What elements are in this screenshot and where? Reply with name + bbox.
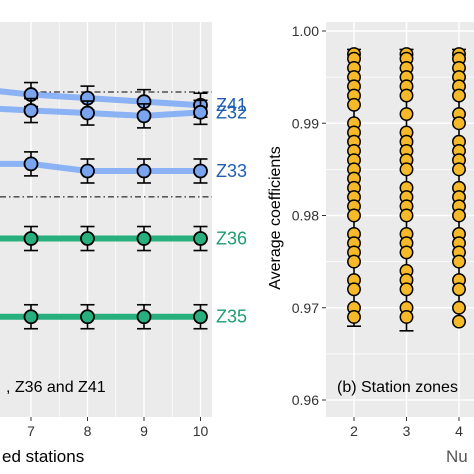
data-point	[399, 88, 414, 103]
x-tick-label: 8	[84, 423, 92, 439]
data-point	[80, 105, 95, 121]
series-z36	[0, 225, 208, 252]
data-point	[347, 282, 361, 297]
data-point	[399, 245, 414, 260]
data-point	[23, 309, 39, 325]
data-point	[452, 254, 466, 269]
right-y-ticks: 0.96 0.97 0.98 0.99 1.00	[292, 23, 326, 408]
data-point	[80, 163, 95, 179]
data-point	[452, 208, 466, 223]
left-x-axis-title: ed stations	[2, 447, 84, 466]
data-point	[399, 208, 414, 223]
data-point	[193, 104, 208, 120]
x-tick-label: 3	[403, 423, 411, 439]
series-z35	[0, 303, 208, 330]
right-plot-background	[326, 22, 474, 417]
left-plot-background	[0, 22, 212, 417]
x-tick-label: 7	[27, 423, 35, 439]
data-point	[399, 310, 414, 324]
series-label-z41: Z41	[216, 95, 247, 115]
data-point	[347, 97, 361, 112]
data-point	[452, 282, 466, 297]
data-point	[452, 88, 466, 103]
data-point	[347, 254, 361, 269]
right-y-axis-title: Average coefficients	[267, 146, 284, 290]
series-z33	[0, 151, 208, 184]
y-tick-label: 0.97	[292, 300, 319, 316]
data-point	[23, 156, 39, 172]
y-tick-label: 1.00	[292, 23, 319, 39]
data-point	[193, 163, 208, 179]
right-panel: 0.96 0.97 0.98 0.99 1.00 Average coefficient…	[267, 22, 474, 466]
data-point	[136, 163, 152, 179]
right-x-axis-title: Nu	[446, 447, 468, 466]
data-point	[136, 108, 152, 124]
left-reference-lines	[0, 91, 212, 198]
data-point	[347, 310, 361, 324]
data-point	[399, 282, 414, 297]
data-point	[399, 162, 414, 177]
data-point	[193, 309, 208, 325]
right-points	[347, 47, 466, 329]
series-label-z35: Z35	[216, 307, 247, 327]
data-point	[23, 231, 39, 246]
y-tick-label: 0.98	[292, 208, 319, 224]
x-tick-label: 10	[193, 423, 209, 439]
x-tick-label: 4	[455, 423, 463, 439]
data-point	[136, 231, 152, 246]
data-point	[399, 107, 414, 121]
data-point	[452, 314, 466, 329]
x-tick-label: 9	[140, 423, 148, 439]
data-point	[80, 309, 95, 325]
data-point	[23, 103, 39, 118]
series-label-z36: Z36	[216, 229, 247, 249]
right-panel-label: (b) Station zones	[337, 379, 458, 396]
y-tick-label: 0.96	[292, 392, 319, 408]
y-tick-label: 0.99	[292, 115, 319, 131]
left-panel-label: , Z36 and Z41	[6, 379, 106, 396]
data-point	[347, 208, 361, 223]
series-label-z32: Z32	[216, 102, 247, 122]
right-x-ticks: 2 3 4	[350, 417, 463, 439]
series-z32	[0, 97, 208, 129]
series-label-z33: Z33	[216, 161, 247, 181]
data-point	[452, 162, 466, 177]
data-point	[193, 231, 208, 246]
data-point	[452, 300, 466, 315]
data-point	[80, 231, 95, 246]
left-x-ticks: 7 8 9 10	[27, 417, 208, 439]
data-point	[136, 309, 152, 325]
data-point	[452, 116, 466, 131]
left-series	[0, 81, 208, 330]
x-tick-label: 2	[350, 423, 358, 439]
